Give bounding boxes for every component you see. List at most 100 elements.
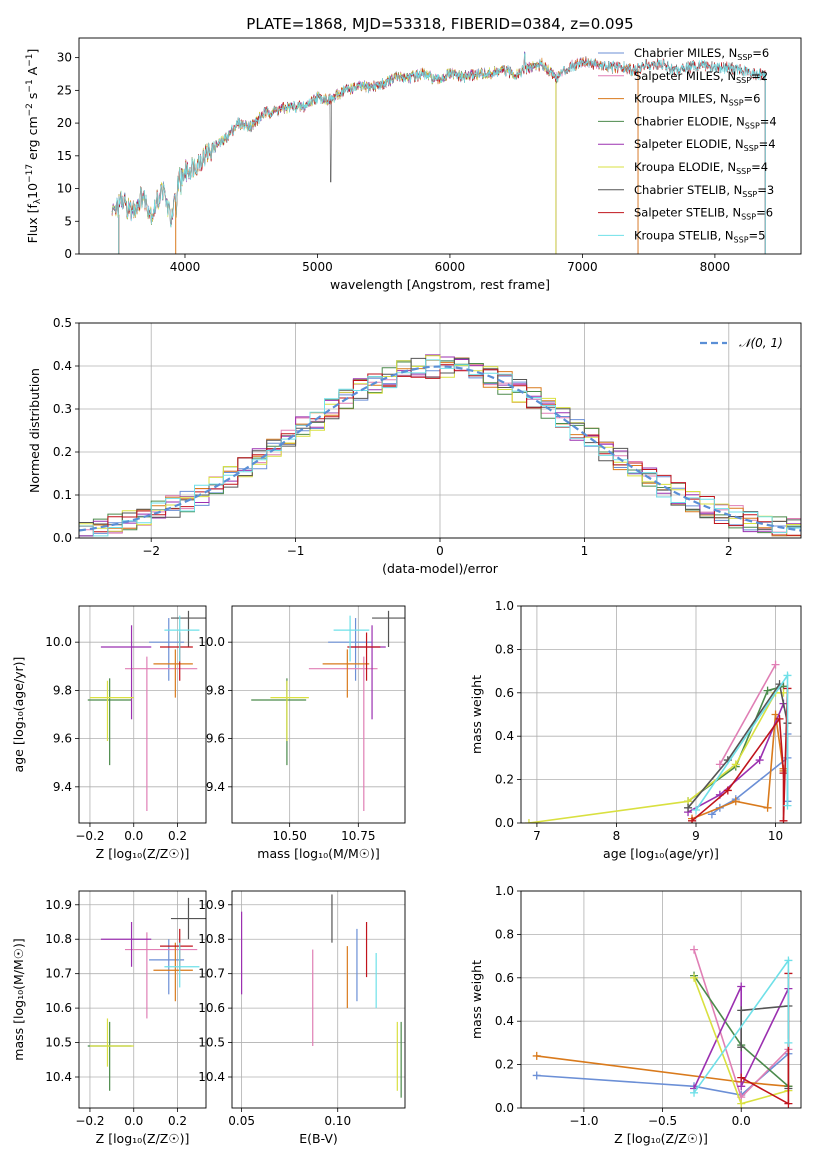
legend-nssp: =4	[751, 160, 768, 174]
x-tick-label: 6000	[435, 260, 466, 274]
y-axis-label: mass weight	[469, 960, 484, 1039]
errorbar-point	[308, 656, 378, 811]
data-marker	[731, 797, 740, 806]
data-marker	[707, 810, 716, 819]
y-tick-label: 10.7	[45, 967, 72, 981]
legend-n-label: , N	[718, 228, 734, 242]
plot-area	[532, 945, 793, 1108]
y-axis-label: Normed distribution	[27, 368, 42, 493]
data-marker	[779, 816, 788, 823]
y-tick-label: 1.0	[495, 599, 514, 613]
y-tick-label: 10.5	[198, 1036, 225, 1050]
histogram-kroupa-stelib	[79, 359, 801, 538]
x-tick-label: 8000	[700, 260, 731, 274]
y-tick-label: 10.4	[198, 1070, 225, 1084]
y-tick-label: 5	[64, 214, 72, 228]
errorbar-point	[149, 618, 185, 681]
legend-nssp: =6	[756, 206, 773, 220]
y-tick-label: 10.8	[198, 932, 225, 946]
y-tick-label: 1.0	[495, 884, 514, 898]
data-marker	[690, 973, 699, 982]
series-kroupa-stelib	[692, 671, 792, 814]
y-tick-label: 0.0	[495, 1101, 514, 1115]
axes-frame	[231, 890, 406, 1109]
y-label-part: −17	[25, 164, 35, 183]
y-tick-label: 0.6	[495, 686, 514, 700]
y-tick-label: 0.5	[53, 316, 72, 330]
legend-subscript: SSP	[736, 76, 751, 85]
y-label-part: −1	[25, 79, 35, 92]
legend-entry: Salpeter MILES, NSSP=2	[634, 69, 768, 85]
legend-nssp: =6	[744, 92, 761, 106]
spectrum-line-chabrier-elodie	[111, 55, 556, 228]
panel-age-vs-Z: −0.2 0.0 0.2 9.4 9.6 9.8 10.0 Z [log₁₀(Z/Z☉)] ag…	[11, 605, 207, 861]
data-marker	[690, 945, 699, 954]
legend-subscript: SSP	[745, 121, 760, 130]
panel-mass-vs-ebv: 0.05 0.10 10.4 10.5 10.6 10.7 10.8 10.9 E(B-V)	[198, 890, 406, 1146]
figure-title: PLATE=1868, MJD=53318, FIBERID=0384, z=0…	[246, 15, 633, 33]
y-tick-label: 0.4	[495, 729, 514, 743]
spectrum-line-kroupa-miles	[111, 55, 639, 226]
x-tick-label: 0.05	[228, 1114, 255, 1128]
normal-curve	[79, 365, 801, 532]
x-tick-label: 7	[533, 829, 541, 843]
plot-area	[87, 610, 206, 811]
x-axis-label: Z [log₁₀(Z/Z☉)]	[96, 846, 190, 861]
errorbar-point	[87, 1021, 132, 1091]
plot-area	[111, 51, 766, 254]
y-tick-label: 0.0	[495, 816, 514, 830]
y-tick-label: 9.8	[206, 683, 225, 697]
data-marker	[775, 714, 784, 723]
legend-subscript: SSP	[734, 235, 749, 244]
data-marker	[771, 660, 780, 669]
legend-entry: Chabrier MILES, NSSP=6	[634, 46, 769, 62]
panel-massweight-vs-Z: −1.0 −0.5 0.0 0.0 0.2 0.4 0.6 0.8 1.0 Z [log₁₀(Z/…	[469, 884, 802, 1146]
x-tick-label: −1	[287, 544, 305, 558]
data-marker	[692, 805, 700, 814]
errorbar-point	[164, 615, 200, 662]
legend-entry: Chabrier STELIB, NSSP=3	[634, 183, 774, 199]
spectrum-line-chabrier-miles	[111, 52, 639, 228]
legend-nssp: =2	[751, 69, 768, 83]
errorbar-point	[124, 932, 198, 1019]
y-label-part: s	[25, 93, 40, 104]
errorbar-point	[251, 678, 307, 766]
legend-model-name: Kroupa ELODIE	[634, 160, 720, 174]
series-line	[740, 1005, 790, 1089]
data-marker	[783, 671, 792, 680]
panel-massweight-vs-age: 7 8 9 10 0.0 0.2 0.4 0.6 0.8 1.0 age [log₁₀(age/yr…	[469, 599, 802, 861]
axes-frame	[231, 605, 406, 824]
legend-model-name: Salpeter STELIB	[634, 206, 725, 220]
legend: Chabrier MILES, NSSP=6 Salpeter MILES, NS…	[598, 46, 777, 244]
errorbar-point	[333, 615, 370, 662]
legend-subscript: SSP	[744, 144, 759, 153]
errorbar-point	[270, 680, 309, 742]
y-tick-label: 9.6	[53, 732, 72, 746]
axes-frame	[520, 890, 802, 1109]
panel-mass-vs-Z: −0.2 0.0 0.2 10.4 10.5 10.6 10.7 10.8 10.9 Z [log…	[11, 890, 207, 1146]
errorbar-point	[89, 1018, 134, 1067]
y-tick-label: 10.0	[198, 635, 225, 649]
x-axis-label: Z [log₁₀(Z/Z☉)]	[614, 1131, 708, 1146]
legend-entry: Chabrier ELODIE, NSSP=4	[634, 114, 777, 130]
data-marker	[737, 1073, 746, 1082]
legend-model-name: Kroupa STELIB	[634, 228, 718, 242]
x-axis-label: wavelength [Angstrom, rest frame]	[330, 277, 550, 292]
spectrum-line-kroupa-elodie	[111, 54, 556, 228]
data-marker	[715, 760, 724, 769]
x-tick-label: −0.5	[648, 1114, 677, 1128]
errorbar-point	[322, 649, 370, 698]
x-axis-label: mass [log₁₀(M/M☉)]	[257, 846, 379, 861]
errorbar-point	[170, 897, 206, 940]
legend-n-label: , N	[726, 183, 742, 197]
data-marker	[737, 982, 746, 991]
data-marker	[737, 1082, 746, 1091]
y-tick-label: 10	[57, 182, 72, 196]
x-tick-label: 0.2	[168, 1114, 187, 1128]
legend-nssp: =4	[760, 114, 777, 128]
errorbar-point	[100, 625, 152, 720]
x-axis-label: Z [log₁₀(Z/Z☉)]	[96, 1131, 190, 1146]
y-tick-label: 10.8	[45, 932, 72, 946]
axes-frame	[520, 605, 802, 824]
legend-subscript: SSP	[729, 99, 744, 108]
